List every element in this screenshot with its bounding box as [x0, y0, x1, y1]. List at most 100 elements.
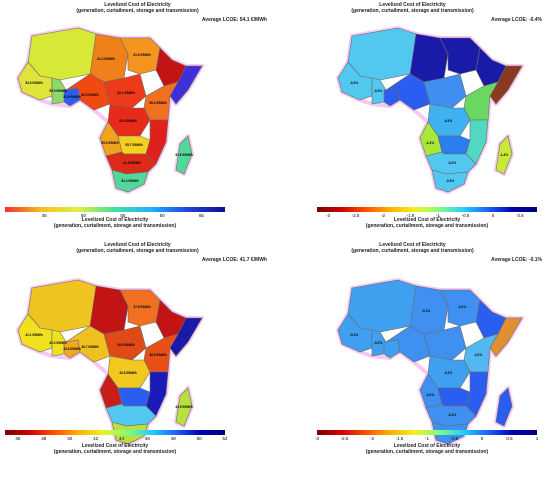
- region-central: [385, 73, 431, 111]
- colorbar-tick-label: 0: [480, 436, 484, 441]
- colorbar-tick-label: 60: [159, 213, 165, 218]
- colorbar-tick-label: 52: [222, 436, 228, 441]
- colorbar-tick-label: -1.5: [406, 213, 415, 218]
- subtitle-line: (generation, curtailment, storage and tr…: [76, 8, 199, 14]
- region-wa1: [17, 313, 53, 353]
- region-label-ea: 58.3 €/MWh: [149, 101, 166, 105]
- colorbar-tick-label: 1: [535, 436, 539, 441]
- colorbar-tick-label: -2.5: [340, 436, 349, 441]
- region-label-wa3: 43.5 €/MWh: [63, 347, 80, 351]
- colorbar-tick-label: 50: [196, 436, 202, 441]
- region-nw: [347, 27, 421, 81]
- colorbar-tick-label: 0.5: [517, 213, 524, 218]
- colorbar-tick-label: -1: [424, 436, 430, 441]
- title-line: Levelized Cost of Electricity: [104, 2, 171, 8]
- region-ne: [439, 37, 481, 75]
- colorbar-ticks: 36 38 40 42 44 46 48 50 52: [5, 436, 228, 443]
- subtitle-line: (generation, curtailment, storage and tr…: [351, 248, 474, 254]
- region-madagascar: [175, 387, 193, 427]
- region-label-central: 62.5 €/MWh: [81, 93, 98, 97]
- colorbar-tick-label: -3: [325, 213, 331, 218]
- colorbar-gradient: [317, 207, 537, 212]
- colorbar-gradient: [5, 207, 225, 212]
- region-label-angola: 59.0 €/MWh: [101, 141, 118, 145]
- colorbar-tick-label: 65: [198, 213, 204, 218]
- region-wa1: [17, 61, 53, 101]
- region-label-angola: -1.3%: [426, 141, 434, 145]
- region-label-madagascar: 51.6 €/MWh: [175, 153, 192, 157]
- region-central: [65, 325, 111, 363]
- average-lcoe: Average LCOE: 54.1 €/MWh: [201, 17, 267, 23]
- panel-title: Levelized Cost of Electricity (generatio…: [275, 242, 550, 254]
- map-panel-baseline-lcoe: Levelized Cost of Electricity (generatio…: [0, 0, 275, 240]
- colorbar-ticks: -3 -2.5 -2 -1.5 -1 -0.5 0 0.5 1: [314, 436, 539, 443]
- region-label-congo: -0.3%: [444, 119, 452, 123]
- africa-map: -0.3% -0.3% -0.3% -1.3% -0.3% -0.3% -1.4%: [336, 26, 524, 194]
- colorbar-tick-label: 0: [491, 213, 495, 218]
- colorbar-ticks: 45 50 55 60 65: [5, 213, 225, 220]
- region-label-ne: -0.1%: [458, 305, 466, 309]
- region-wa1: [337, 61, 373, 101]
- colorbar-tick-label: -2: [369, 436, 375, 441]
- region-ne: [119, 37, 161, 75]
- region-label-madagascar: 42.5 €/MWh: [175, 405, 192, 409]
- colorbar-title: Levelized Cost of Electricity (generatio…: [0, 443, 230, 455]
- colorbar-tick-label: -3: [314, 436, 320, 441]
- subtitle-line: (generation, curtailment, storage and tr…: [76, 248, 199, 254]
- region-madagascar: [495, 135, 513, 175]
- colorbar-tick-label: 0.5: [506, 436, 513, 441]
- colorbar-title-line: Levelized Cost of Electricity: [81, 217, 149, 223]
- colorbar-title-line: Levelized Cost of Electricity: [81, 443, 149, 449]
- region-madagascar: [495, 387, 513, 427]
- colorbar-tick-label: 38: [41, 436, 47, 441]
- title-line: Levelized Cost of Electricity: [104, 242, 171, 248]
- region-label-southern: -0.1%: [448, 413, 456, 417]
- colorbar-title-line: Levelized Cost of Electricity: [393, 217, 461, 223]
- africa-map: 52.6 €/MWh 55.9 €/MWh 52.9 €/MWh 61.2 €/MWh…: [16, 26, 204, 194]
- region-label-wa2: 42.0 €/MWh: [49, 341, 66, 345]
- region-ne: [439, 289, 481, 327]
- region-nw: [27, 279, 101, 333]
- region-sa: [431, 169, 469, 193]
- colorbar-title: Levelized Cost of Electricity (generatio…: [312, 443, 542, 455]
- region-label-wa1: 41.1 €/MWh: [25, 333, 42, 337]
- region-label-ea: 38.9 €/MWh: [149, 353, 166, 357]
- colorbar-gradient: [5, 430, 225, 435]
- region-wa1: [337, 313, 373, 353]
- region-label-madagascar: -1.4%: [500, 153, 508, 157]
- colorbar-tick-label: 40: [67, 436, 73, 441]
- region-nw: [347, 279, 421, 333]
- region-label-wa2: 55.9 €/MWh: [49, 89, 66, 93]
- colorbar-tick-label: 36: [15, 436, 21, 441]
- region-zambia: [437, 135, 471, 155]
- region-label-zambia: 55.7 €/MWh: [125, 143, 142, 147]
- average-lcoe: Average LCOE: 41.7 €/MWh: [201, 257, 267, 263]
- region-label-congo: 62.4 €/MWh: [119, 119, 136, 123]
- region-ne: [119, 289, 161, 327]
- region-sa: [111, 169, 149, 193]
- region-label-angola: -0.1%: [426, 393, 434, 397]
- subtitle-line: (generation, curtailment, storage and tr…: [351, 8, 474, 14]
- colorbar-gradient: [317, 430, 537, 435]
- region-nw: [27, 27, 101, 81]
- colorbar-tick-label: 42: [93, 436, 99, 441]
- colorbar-tick-label: 48: [170, 436, 176, 441]
- colorbar-subtitle-line: (generation, curtailment, storage and tr…: [365, 223, 489, 229]
- region-central: [65, 73, 111, 111]
- colorbar-title: Levelized Cost of Electricity (generatio…: [0, 217, 230, 229]
- colorbar-tick-label: -1.5: [395, 436, 404, 441]
- region-label-ne: 37.6 €/MWh: [133, 305, 150, 309]
- region-label-ca2: 62.1 €/MWh: [117, 91, 134, 95]
- region-label-sahel: 61.2 €/MWh: [97, 57, 114, 61]
- region-label-southern: -0.3%: [448, 161, 456, 165]
- region-label-southern: 61.5 €/MWh: [123, 161, 140, 165]
- colorbar-tick-label: 50: [81, 213, 87, 218]
- region-label-sahel: -0.1%: [422, 309, 430, 313]
- region-label-wa1: 52.6 €/MWh: [25, 81, 42, 85]
- colorbar-title: Levelized Cost of Electricity (generatio…: [312, 217, 542, 229]
- colorbar-tick-label: 46: [144, 436, 150, 441]
- region-label-wa2: -0.2%: [374, 341, 382, 345]
- region-label-wa3: 52.9 €/MWh: [63, 95, 80, 99]
- average-lcoe: Average LCOE: -0.4%: [491, 17, 542, 23]
- title-line: Levelized Cost of Electricity: [379, 2, 446, 8]
